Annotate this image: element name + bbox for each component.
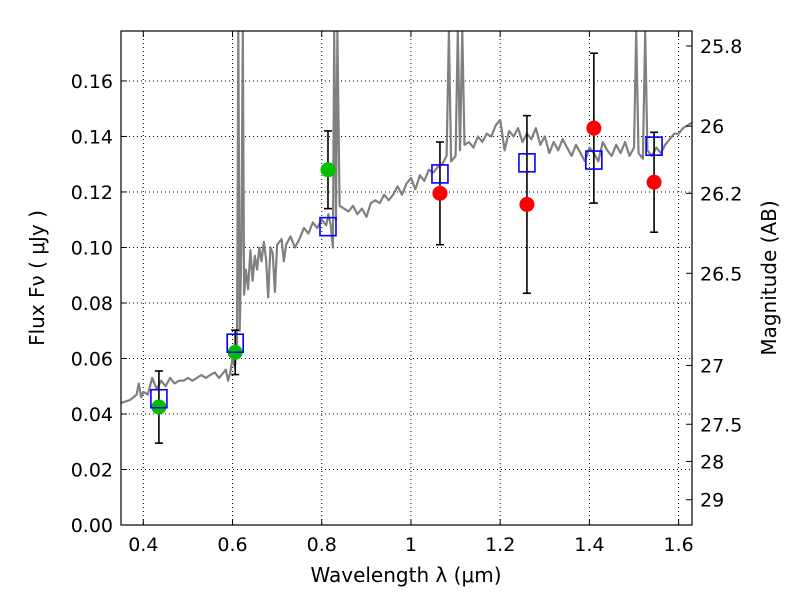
x-tick-label: 1 <box>405 534 417 556</box>
y-right-tick-label: 26.5 <box>700 263 742 285</box>
y-right-tick-label: 25.8 <box>700 36 742 58</box>
plot-frame <box>120 30 693 526</box>
plot-background <box>121 31 692 525</box>
y-axis-right-title: Magnitude (AB) <box>757 200 781 355</box>
model-square <box>431 164 449 184</box>
y-tick-label: 0.04 <box>71 404 113 426</box>
x-tick-label: 1.2 <box>485 534 515 556</box>
data-point <box>586 120 602 136</box>
y-right-tick-label: 27.5 <box>700 414 742 436</box>
marker-overlay <box>150 52 663 444</box>
x-tick-label: 0.6 <box>217 534 247 556</box>
model-square <box>150 388 168 409</box>
y-right-tick-label: 26 <box>700 116 724 138</box>
y-right-tick-label: 28 <box>700 451 724 473</box>
model-square <box>585 150 603 170</box>
ticks: 0.4 0.6 0.8 1 1.2 1.4 1.6 0.00 0.02 0.04 0.06 0.08 0… <box>71 31 742 556</box>
model-square <box>226 333 244 354</box>
y-tick-label: 0.08 <box>71 293 113 315</box>
y-right-tick-label: 29 <box>700 490 724 512</box>
data-point <box>519 196 535 212</box>
x-tick-label: 1.6 <box>664 534 694 556</box>
data-point <box>432 185 448 201</box>
y-axis-title: Flux Fν ( μJy ) <box>25 210 49 346</box>
model-square <box>518 153 536 173</box>
data-point <box>320 162 336 178</box>
y-tick-label: 0.02 <box>71 459 113 481</box>
plot-area <box>121 31 692 404</box>
y-tick-label: 0.06 <box>71 348 113 370</box>
y-tick-label: 0.14 <box>71 126 113 148</box>
y-tick-label: 0.16 <box>71 71 113 93</box>
spectrum-line <box>121 31 692 404</box>
x-tick-label: 1.4 <box>574 534 604 556</box>
y-right-tick-label: 26.2 <box>700 183 742 205</box>
model-square <box>645 136 663 156</box>
data-point <box>646 174 662 190</box>
x-tick-label: 0.8 <box>307 534 337 556</box>
y-tick-label: 0.10 <box>71 237 113 259</box>
model-square <box>319 216 337 237</box>
y-tick-label: 0.12 <box>71 182 113 204</box>
y-tick-label: 0.00 <box>71 515 113 537</box>
x-axis-title: Wavelength λ (μm) <box>310 563 501 587</box>
x-tick-label: 0.4 <box>128 534 158 556</box>
y-right-tick-label: 27 <box>700 355 724 377</box>
